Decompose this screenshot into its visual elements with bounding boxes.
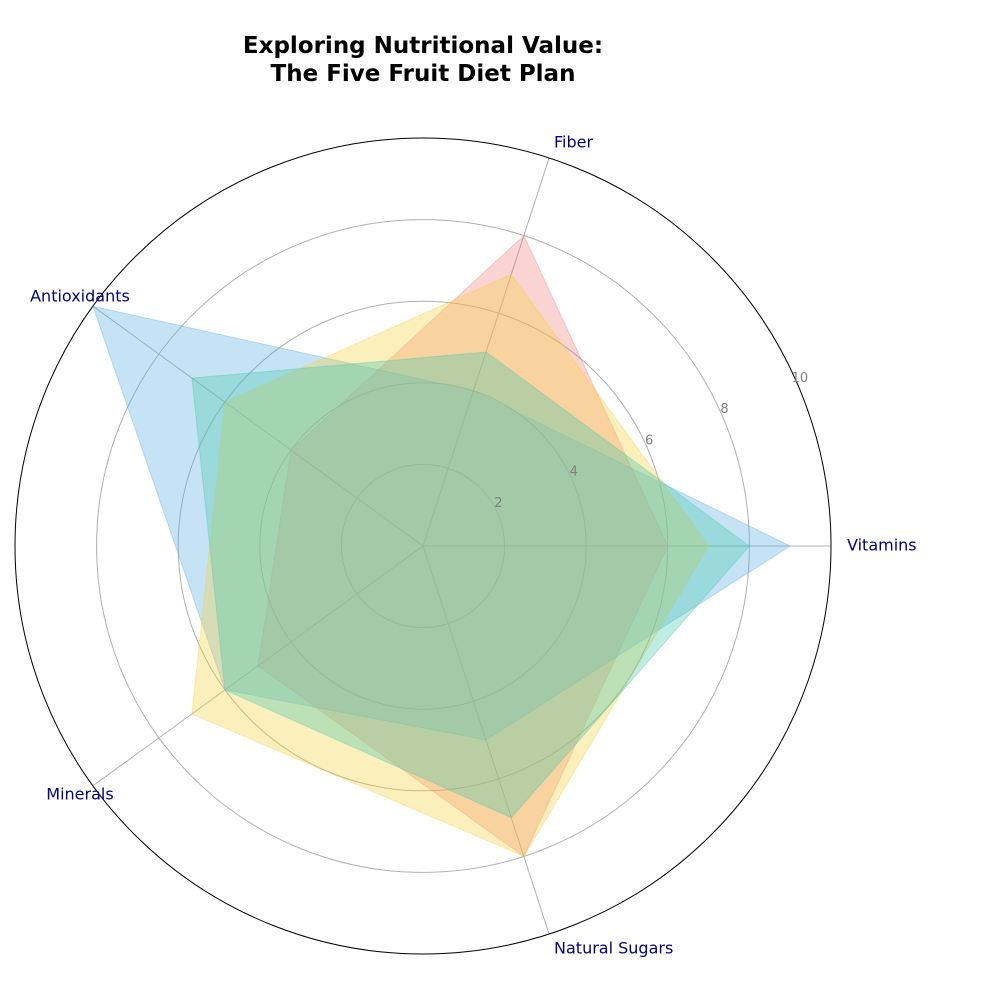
- series-area-1: [257, 234, 669, 858]
- r-tick-label: 2: [494, 496, 502, 511]
- r-tick-label: 4: [570, 465, 578, 480]
- grid-spoke: [422, 545, 550, 935]
- chart-title: Exploring Nutritional Value: The Five Fr…: [242, 33, 604, 87]
- series-area-2: [92, 305, 792, 741]
- r-tick-label: 6: [645, 433, 653, 448]
- radar-series: [92, 234, 792, 858]
- r-tick-label: 10: [792, 371, 809, 386]
- radar-labels: 2 4 6 8 10 Vitamins Fiber Antioxidants Minerals N…: [30, 132, 917, 957]
- category-label: Minerals: [46, 785, 113, 804]
- series-area-3: [191, 273, 710, 858]
- r-tick-label: 8: [720, 402, 728, 417]
- category-label: Antioxidants: [30, 286, 130, 305]
- series-area-4: [191, 351, 751, 819]
- outer-frame: [14, 137, 832, 955]
- category-label: Fiber: [554, 132, 593, 151]
- grid-spoke: [422, 157, 550, 547]
- grid-spoke: [92, 305, 424, 547]
- category-label: Vitamins: [847, 536, 917, 555]
- grid-spoke: [92, 545, 424, 787]
- radar-grid: [14, 137, 832, 955]
- category-label: Natural Sugars: [554, 939, 673, 958]
